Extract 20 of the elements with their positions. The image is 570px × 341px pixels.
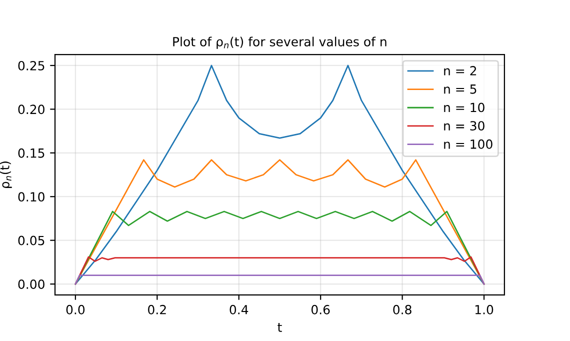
x-tick-label: 0.2 — [148, 304, 166, 314]
y-tick-label: 0.00 — [18, 280, 44, 289]
y-tick-label: 0.15 — [18, 148, 44, 158]
legend-label: n = 30 — [444, 121, 484, 131]
y-tick-label: 0.25 — [18, 60, 44, 70]
legend-label: n = 100 — [444, 139, 492, 149]
legend-label: n = 10 — [444, 102, 484, 112]
y-tick-label: 0.20 — [18, 104, 44, 114]
y-axis-title: ρ$_{n}$(t) — [0, 162, 12, 188]
legend-label: n = 2 — [444, 66, 476, 76]
x-tick-label: 1.0 — [475, 304, 494, 314]
x-axis-title: t — [278, 323, 282, 332]
y-tick-label: 0.10 — [18, 192, 44, 202]
chart-title: Plot of ρ$_{n}$(t) for several values of n — [173, 36, 386, 49]
y-tick-label: 0.05 — [18, 236, 44, 246]
legend-label: n = 5 — [444, 84, 476, 94]
x-tick-label: 0.0 — [66, 304, 85, 314]
x-tick-label: 0.8 — [393, 304, 412, 314]
x-tick-label: 0.6 — [311, 304, 330, 314]
x-tick-label: 0.4 — [230, 304, 248, 314]
